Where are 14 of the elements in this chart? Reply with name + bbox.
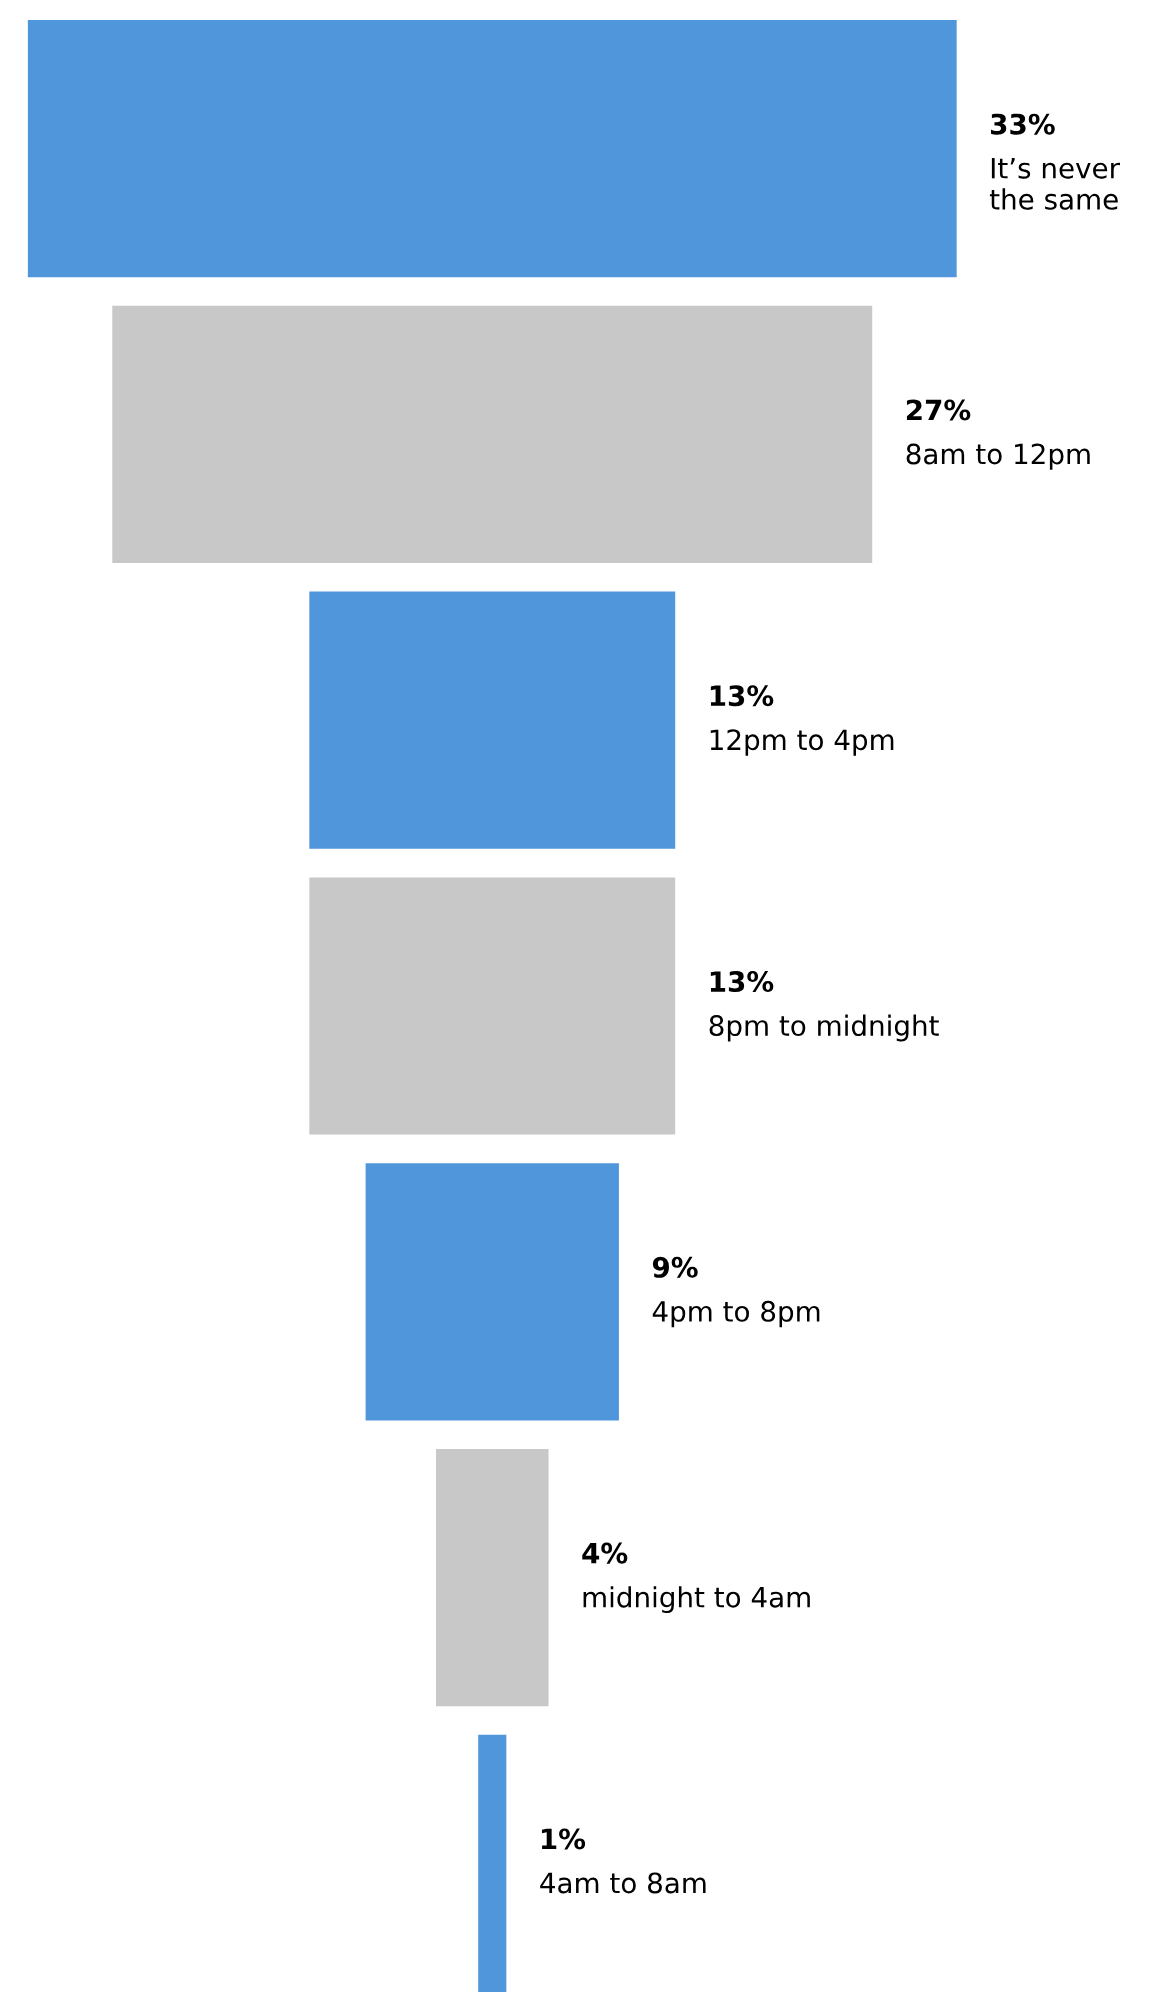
- category-label: It’s never the same: [989, 158, 1121, 210]
- category-label: 12pm to 4pm: [710, 729, 894, 756]
- data-label: 1%: [541, 1828, 586, 1850]
- category-label: 4am to 8am: [540, 1872, 706, 1894]
- data-label: 4%: [582, 1542, 628, 1564]
- category-label: 4pm to 8pm: [652, 1300, 820, 1328]
- category-label: 8pm to midnight: [709, 1014, 939, 1042]
- data-label: 13%: [710, 971, 774, 993]
- category-label: midnight to 4am: [583, 1586, 810, 1614]
- category-label: 8am to 12pm: [906, 443, 1090, 470]
- data-label: 27%: [906, 399, 971, 421]
- data-label: 13%: [710, 685, 774, 707]
- data-label: 33%: [991, 113, 1055, 135]
- data-label: 9%: [652, 1256, 698, 1278]
